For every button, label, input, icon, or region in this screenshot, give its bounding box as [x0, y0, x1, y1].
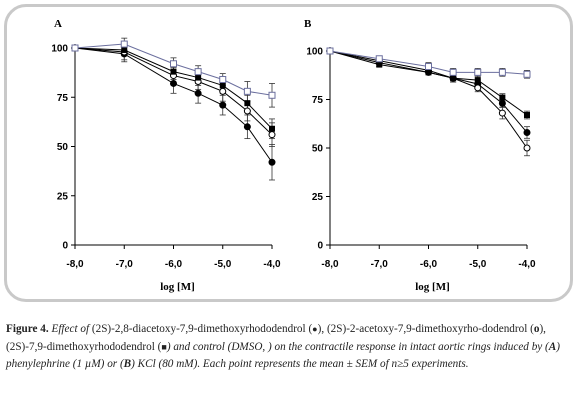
caption-segment: ) KCl (80 mM). Each point represents the… — [131, 358, 469, 371]
data-point — [375, 55, 383, 63]
data-point — [498, 109, 506, 117]
x-axis-label: log [M] — [160, 281, 195, 293]
x-tick-label: -5,0 — [469, 259, 487, 270]
caption-segment: (2S)-7,9-dimethoxyrhododendrol — [6, 340, 158, 353]
data-point — [195, 74, 202, 81]
caption-segment: ■ — [161, 341, 167, 352]
caption-segment: ), — [317, 323, 327, 335]
data-point — [243, 107, 251, 115]
y-tick-label: 25 — [57, 191, 69, 202]
caption-segment: ), — [539, 323, 546, 335]
data-point — [219, 76, 227, 84]
panel-label: B — [304, 18, 312, 30]
data-point — [269, 125, 275, 132]
y-tick-label: 25 — [312, 192, 324, 203]
data-point — [524, 112, 530, 119]
data-point — [268, 91, 276, 99]
y-tick-label: 0 — [62, 241, 68, 252]
caption-segment: Effect of — [48, 323, 92, 335]
figure-frame — [4, 4, 573, 302]
data-point — [326, 47, 334, 55]
data-point — [219, 82, 226, 89]
caption-label: Figure 4. — [6, 323, 49, 335]
y-tick-label: 50 — [312, 144, 324, 155]
y-tick-label: 50 — [57, 142, 69, 153]
data-point — [219, 87, 227, 95]
x-tick-label: -6,0 — [420, 259, 438, 270]
caption-segment: ) phenylephrine (1 µM) or ( — [6, 340, 560, 371]
chart-panel-a: A 0 25 50 75 100 -8,0 -7,0 -6,0 -5,0 -4,0 log [M] — [51, 18, 281, 293]
figure-charts: A 0 25 50 75 100 -8,0 -7,0 -6,0 -5,0 -4,0 log [M] B 0… — [51, 18, 536, 293]
caption-segment: o — [533, 323, 540, 335]
x-tick-label: -7,0 — [116, 259, 134, 270]
data-point — [170, 79, 177, 87]
caption-segment: (2S)-2,8-diacetoxy-7,9-dimethoxyrhododen… — [91, 323, 309, 335]
data-point — [425, 69, 432, 76]
caption-segment: ( — [530, 323, 534, 335]
caption-body: Effect of (2S)-2,8-diacetoxy-7,9-dimetho… — [6, 323, 560, 370]
x-tick-label: -8,0 — [66, 259, 84, 270]
caption-segment: ( — [308, 323, 313, 335]
caption-segment: ( — [157, 340, 162, 353]
data-point — [450, 75, 457, 82]
data-point — [523, 144, 531, 152]
x-tick-label: -4,0 — [263, 259, 281, 270]
x-tick-label: -4,0 — [518, 259, 536, 270]
data-point — [498, 99, 506, 107]
y-tick-label: 100 — [306, 47, 323, 58]
data-point — [243, 123, 251, 131]
data-point — [425, 63, 432, 71]
x-tick-label: -5,0 — [214, 259, 232, 270]
data-point — [194, 89, 202, 97]
data-point — [244, 100, 251, 107]
data-point — [170, 68, 177, 75]
data-point — [499, 94, 506, 101]
y-tick-label: 0 — [317, 241, 323, 252]
x-tick-label: -8,0 — [321, 259, 339, 270]
caption-segment: A — [548, 340, 557, 353]
y-tick-label: 100 — [51, 44, 68, 55]
figure-caption: Figure 4. Effect of (2S)-2,8-diacetoxy-7… — [6, 321, 572, 374]
data-point — [268, 158, 276, 166]
data-point — [268, 131, 276, 139]
data-point — [376, 61, 383, 68]
data-point — [523, 128, 531, 136]
chart-panel-b: B 0 25 50 75 100 -8,0 -7,0 -6,0 -5,0 -4,0 log [M] — [304, 18, 536, 293]
data-point — [71, 44, 79, 52]
y-tick-label: 75 — [57, 93, 69, 104]
data-point — [170, 60, 177, 68]
data-point — [449, 68, 457, 76]
x-axis-label: log [M] — [415, 281, 450, 293]
data-point — [474, 68, 482, 76]
caption-segment: ) and control (DMSO, ) on the contractil… — [166, 340, 549, 353]
data-point — [121, 46, 128, 53]
data-point — [120, 40, 128, 48]
series-line — [329, 50, 528, 116]
x-tick-label: -6,0 — [165, 259, 183, 270]
caption-segment: B — [123, 358, 132, 371]
data-point — [523, 70, 531, 78]
data-point — [219, 101, 227, 109]
data-point — [194, 68, 202, 76]
data-point — [474, 84, 482, 92]
x-tick-label: -7,0 — [371, 259, 389, 270]
caption-segment: ● — [312, 324, 318, 334]
y-tick-label: 75 — [312, 95, 324, 106]
data-point — [474, 77, 481, 84]
caption-segment: (2S)-2-acetoxy-7,9-dimethoxyrho-dodendro… — [326, 323, 531, 335]
data-point — [498, 68, 506, 76]
data-point — [243, 87, 251, 95]
panel-label: A — [54, 18, 62, 30]
